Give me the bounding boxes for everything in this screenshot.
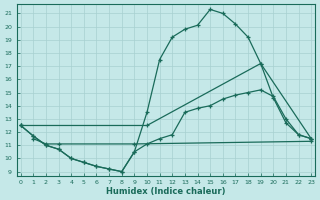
X-axis label: Humidex (Indice chaleur): Humidex (Indice chaleur) [106, 187, 226, 196]
